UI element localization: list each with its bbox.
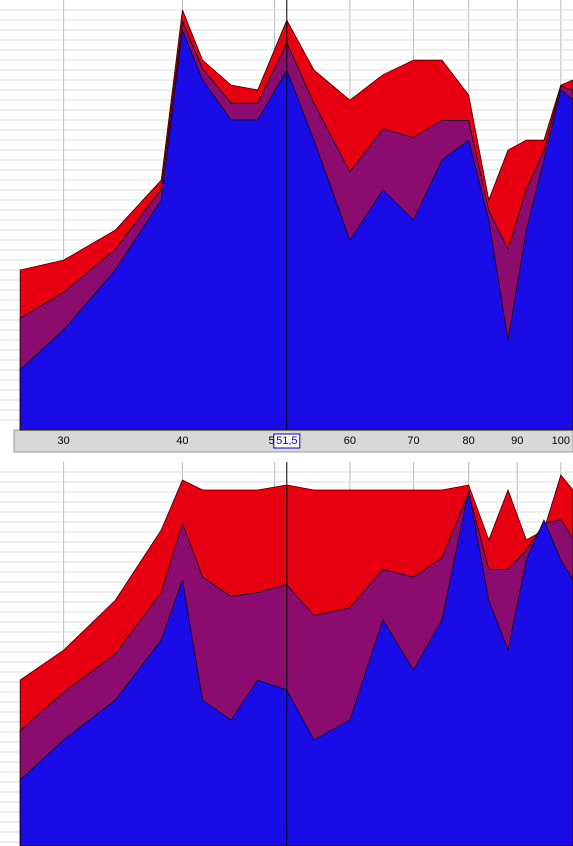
cursor-label-box bbox=[273, 433, 301, 449]
x-tick-label: 90 bbox=[511, 435, 523, 447]
x-tick-label: 30 bbox=[58, 435, 70, 447]
area bbox=[19, 489, 573, 846]
x-tick-label: 80 bbox=[463, 435, 475, 447]
x-tick-label: 70 bbox=[407, 435, 419, 447]
cursor-label: 51,5 bbox=[276, 435, 297, 447]
area bbox=[19, 28, 573, 431]
x-tick-label: 60 bbox=[344, 435, 356, 447]
x-tick-label: 100 bbox=[552, 435, 570, 447]
x-tick-label: 40 bbox=[176, 435, 188, 447]
